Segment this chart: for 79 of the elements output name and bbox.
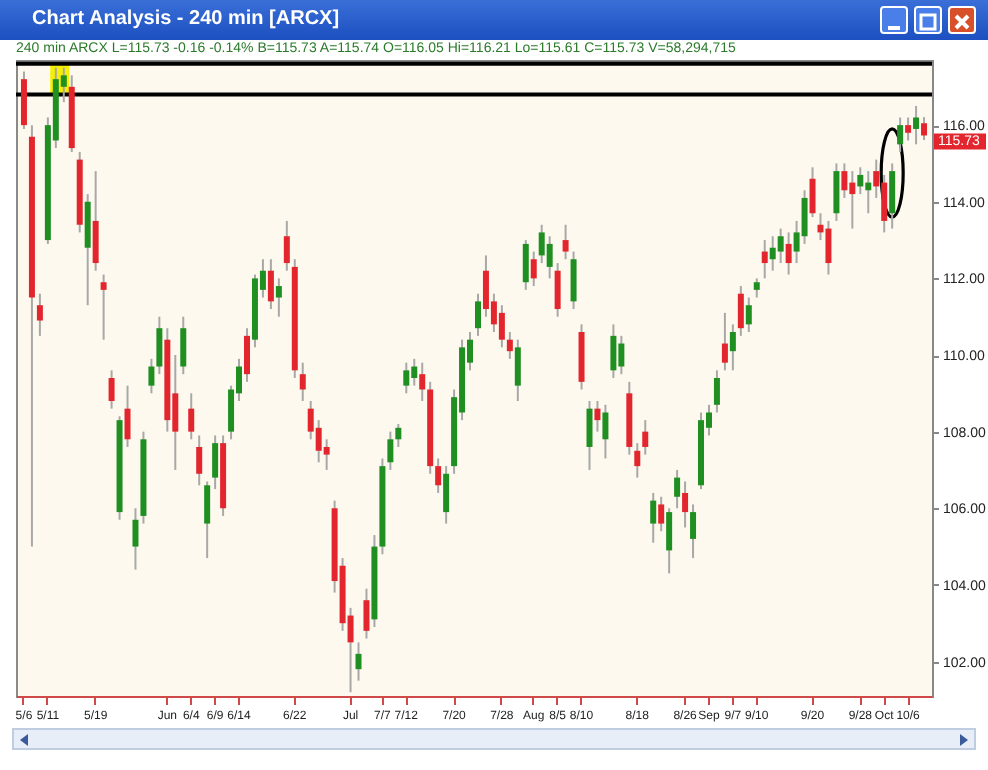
candlestick: [204, 480, 211, 560]
candlestick: [682, 480, 689, 529]
candlestick: [530, 250, 537, 288]
candlestick: [769, 235, 776, 272]
candlestick: [275, 277, 282, 318]
candlestick: [403, 361, 410, 395]
candlestick: [713, 369, 720, 414]
candlestick: [283, 219, 290, 272]
candlestick: [753, 277, 760, 299]
candlestick: [905, 116, 912, 142]
candlestick: [857, 166, 864, 196]
candlestick: [411, 357, 418, 387]
candlestick: [634, 442, 641, 479]
candlestick: [299, 361, 306, 402]
candlestick: [474, 292, 481, 337]
candlestick: [809, 166, 816, 219]
candlestick: [586, 399, 593, 471]
candlestick: [674, 468, 681, 510]
candlestick: [594, 399, 601, 433]
candlestick: [435, 457, 442, 494]
candlestick: [443, 465, 450, 525]
candlestick: [849, 170, 856, 230]
candlestick: [355, 641, 362, 682]
candlestick: [538, 223, 545, 265]
candlestick: [618, 334, 625, 376]
candlestick: [658, 495, 665, 533]
candlestick: [737, 285, 744, 337]
candlestick: [546, 235, 553, 280]
candlestick: [729, 323, 736, 372]
candlestick: [785, 231, 792, 276]
candlestick: [825, 219, 832, 276]
candlestick: [833, 162, 840, 222]
candlestick: [498, 304, 505, 349]
candlestick: [124, 384, 131, 448]
candlestick: [801, 189, 808, 245]
candlestick: [514, 338, 521, 402]
candlestick: [666, 507, 673, 575]
candlestick: [212, 434, 219, 491]
candlestick: [897, 116, 904, 153]
candlestick: [841, 162, 848, 199]
candlestick: [642, 419, 649, 456]
candlestick: [570, 250, 577, 311]
candlestick: [913, 104, 920, 146]
candlestick: [100, 273, 107, 341]
candlestick: [865, 170, 872, 215]
candlestick: [84, 193, 91, 307]
candlestick: [482, 254, 489, 318]
candlestick: [108, 369, 115, 410]
candlestick: [921, 116, 928, 142]
candlestick: [92, 170, 99, 272]
candlestick: [419, 361, 426, 402]
candlestick: [721, 311, 728, 372]
candlestick: [243, 327, 250, 383]
candlestick: [650, 491, 657, 544]
candlestick: [881, 173, 888, 234]
candlestick: [745, 296, 752, 334]
candlestick: [188, 392, 195, 441]
candlestick: [761, 239, 768, 280]
candlestick: [132, 507, 139, 571]
candlestick: [777, 227, 784, 265]
candlestick: [36, 292, 43, 337]
candlestick: [148, 357, 155, 395]
candlestick: [562, 223, 569, 261]
candlestick: [554, 262, 561, 318]
candlestick: [387, 430, 394, 471]
candlestick: [506, 331, 513, 360]
candlestick: [196, 434, 203, 487]
candlestick: [20, 70, 27, 130]
candlestick: [180, 315, 187, 376]
candlestick: [889, 162, 896, 230]
candlestick: [267, 258, 274, 311]
candlestick: [602, 403, 609, 460]
candlestick: [690, 503, 697, 560]
candlestick: [522, 239, 529, 291]
candlestick: [363, 587, 370, 640]
chart-title: Chart Analysis - 240 min [ARCX]: [0, 0, 988, 40]
candlestick: [610, 323, 617, 379]
candlestick: [156, 315, 163, 376]
candlestick: [395, 422, 402, 448]
